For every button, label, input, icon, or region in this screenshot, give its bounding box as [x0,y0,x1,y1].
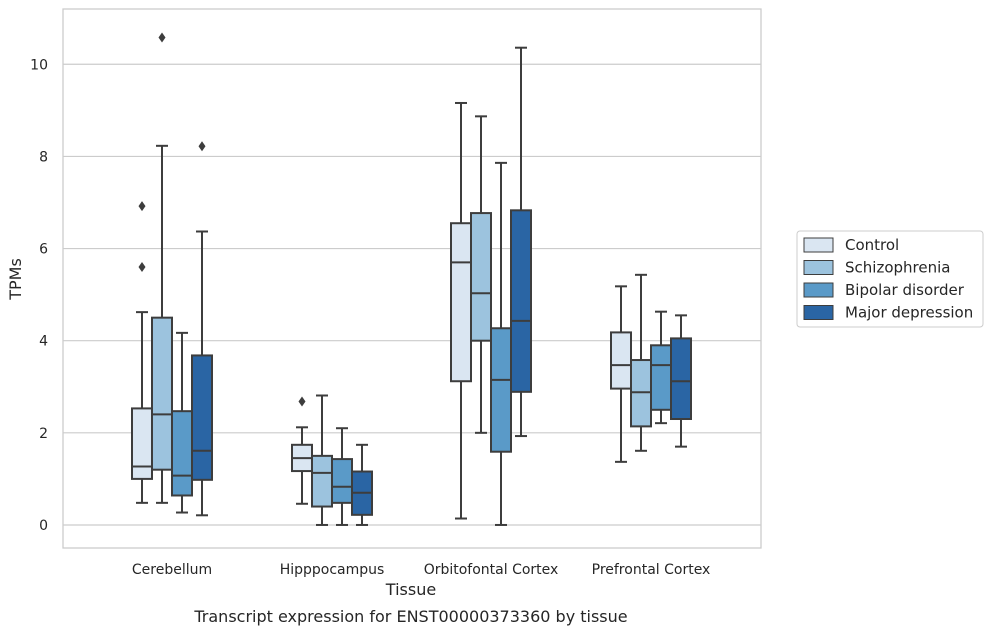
legend-swatch [803,282,834,298]
y-tick-label: 6 [39,242,48,258]
box-schizophrenia [151,32,173,504]
box-major-depression [510,46,532,438]
box-iqr [191,354,213,481]
box-iqr [131,407,153,480]
outlier-point [198,141,206,152]
box-major-depression [351,443,373,526]
box-iqr [450,222,472,383]
outlier-point [138,261,146,272]
box-control [291,396,313,505]
plot-frame [62,8,762,549]
outlier-point [158,32,166,43]
box-iqr [650,344,672,411]
box-major-depression [191,141,213,517]
box-control [610,285,632,463]
legend-label: Major depression [845,304,973,322]
box-bipolar-disorder [650,310,672,425]
box-bipolar-disorder [171,331,193,514]
box-iqr [490,327,512,453]
box-bipolar-disorder [490,161,512,526]
legend-label: Schizophrenia [845,259,950,277]
legend-swatch [803,237,834,253]
x-tick-label: Prefrontal Cortex [592,562,711,578]
box-groups [131,32,692,526]
x-tick-label: Hipppocampus [280,562,385,578]
y-tick-label: 2 [39,426,48,442]
x-axis-label: Tissue [385,580,436,599]
legend-swatch [803,305,834,320]
box-control [450,101,472,520]
box-iqr [670,337,692,421]
outlier-point [138,201,146,212]
box-iqr [311,454,333,508]
x-axis-ticks: Cerebellum Hipppocampus Orbitofontal Corte… [132,562,710,578]
legend: Control Schizophrenia Bipolar disorder Majo… [796,230,984,328]
legend-label: Bipolar disorder [845,281,965,299]
y-axis-ticks: 0 2 4 6 8 10 [30,57,48,534]
box-iqr [470,212,492,342]
box-control [131,201,153,504]
box-schizophrenia [470,115,492,434]
y-tick-label: 10 [30,57,48,73]
legend-label: Control [845,236,899,254]
box-iqr [510,209,532,393]
legend-frame [796,230,984,328]
box-iqr [151,316,173,471]
x-tick-label: Orbitofontal Cortex [424,562,559,578]
box-iqr [610,331,632,390]
y-tick-label: 4 [39,334,48,350]
box-bipolar-disorder [331,427,353,526]
x-tick-label: Cerebellum [132,562,212,578]
box-iqr [171,410,193,497]
y-tick-label: 8 [39,149,48,165]
legend-swatch [803,260,834,275]
outlier-point [298,396,306,407]
y-tick-label: 0 [39,518,48,534]
box-major-depression [670,314,692,448]
box-iqr [331,458,353,504]
chart-caption: Transcript expression for ENST0000037336… [193,607,627,626]
y-axis-label: TPMs [6,258,25,301]
